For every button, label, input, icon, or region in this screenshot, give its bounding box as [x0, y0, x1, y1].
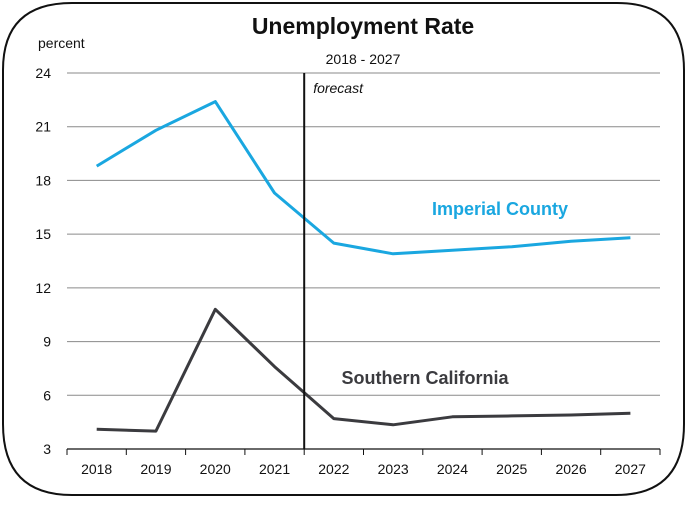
x-tick-label: 2019 [140, 461, 171, 477]
chart-border [2, 2, 685, 496]
y-tick-label: 21 [35, 119, 51, 135]
series-lines [95, 100, 631, 433]
series-line-imperial-county [95, 100, 631, 256]
series-label-imperial-county: Imperial County [432, 199, 568, 219]
series-label-southern-california: Southern California [341, 368, 509, 388]
chart-subtitle: 2018 - 2027 [326, 51, 401, 67]
x-axis: 2018 2019 2020 2021 2022 2023 2024 2025 2026 2027 [66, 448, 661, 477]
y-tick-label: 3 [43, 441, 51, 457]
series-line-southern-california [96, 307, 631, 433]
forecast-label: forecast [313, 80, 364, 96]
y-axis-label: percent [38, 35, 85, 51]
y-tick-label: 24 [35, 65, 51, 81]
y-tick-label: 6 [43, 387, 51, 403]
forecast-marker: forecast [303, 73, 364, 449]
x-tick-label: 2022 [318, 461, 349, 477]
y-tick-label: 15 [35, 226, 51, 242]
x-tick-label: 2025 [496, 461, 527, 477]
x-tick-label: 2018 [81, 461, 112, 477]
gridlines [67, 72, 660, 396]
x-tick-label: 2027 [615, 461, 646, 477]
x-tick-label: 2024 [437, 461, 468, 477]
series-labels: Imperial County Southern California [341, 199, 568, 388]
x-tick-label: 2026 [555, 461, 586, 477]
x-tick-label: 2021 [259, 461, 290, 477]
x-tick-label: 2020 [200, 461, 231, 477]
y-tick-label: 18 [35, 172, 51, 188]
chart-title: Unemployment Rate [252, 13, 474, 39]
y-tick-label: 9 [43, 334, 51, 350]
y-tick-label: 12 [35, 280, 51, 296]
y-tick-labels: 3 6 9 12 15 18 21 24 [35, 65, 51, 457]
x-tick-label: 2023 [378, 461, 409, 477]
